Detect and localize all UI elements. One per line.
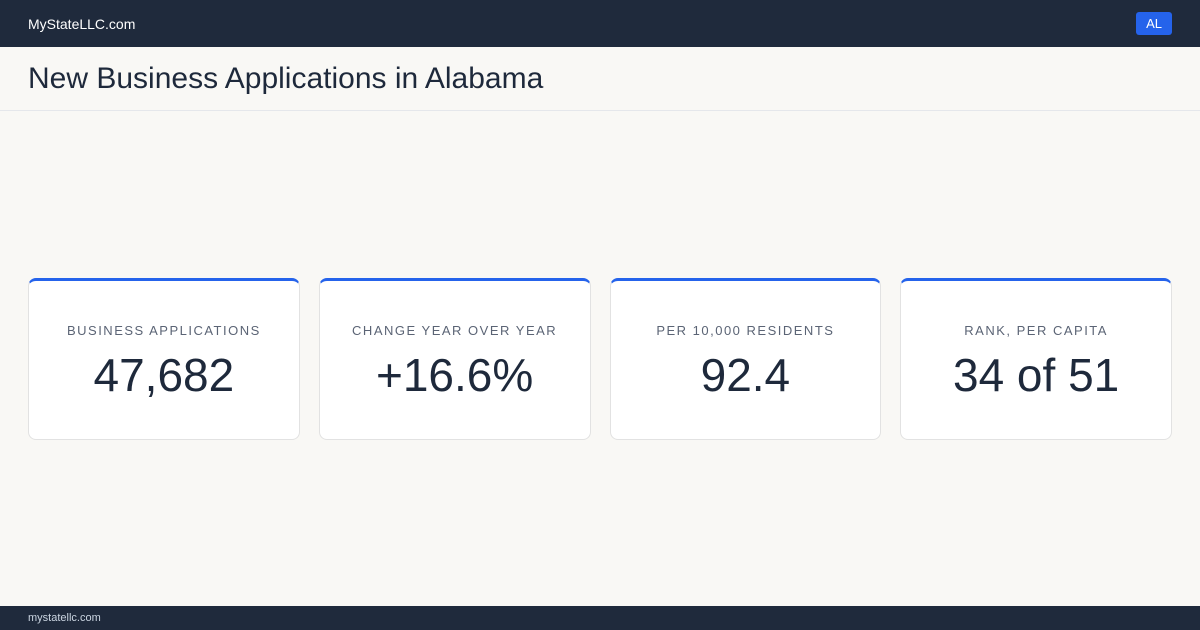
stat-card: BUSINESS APPLICATIONS 47,682 <box>28 278 300 440</box>
stat-cards: BUSINESS APPLICATIONS 47,682 CHANGE YEAR O… <box>28 278 1172 440</box>
brand[interactable]: MyStateLLC.com <box>28 15 136 32</box>
footer-url: mystatellc.com <box>28 612 101 624</box>
title-bar: New Business Applications in Alabama <box>0 47 1200 111</box>
state-badge[interactable]: AL <box>1136 12 1172 35</box>
stat-value: +16.6% <box>375 349 534 401</box>
stat-label: BUSINESS APPLICATIONS <box>66 323 261 338</box>
top-bar: MyStateLLC.com AL <box>0 0 1200 47</box>
stat-label: RANK, PER CAPITA <box>964 323 1108 338</box>
stat-value: 92.4 <box>700 349 791 401</box>
stat-card: CHANGE YEAR OVER YEAR +16.6% <box>318 278 591 440</box>
stat-card: RANK, PER CAPITA 34 of 51 <box>900 278 1172 440</box>
stat-label: PER 10,000 RESIDENTS <box>656 323 835 338</box>
page-title: New Business Applications in Alabama <box>28 61 544 95</box>
stat-value: 47,682 <box>93 349 235 401</box>
stat-value: 34 of 51 <box>952 349 1120 401</box>
stat-label: CHANGE YEAR OVER YEAR <box>352 323 558 338</box>
stat-card: PER 10,000 RESIDENTS 92.4 <box>609 278 882 440</box>
footer: mystatellc.com <box>0 606 1200 630</box>
